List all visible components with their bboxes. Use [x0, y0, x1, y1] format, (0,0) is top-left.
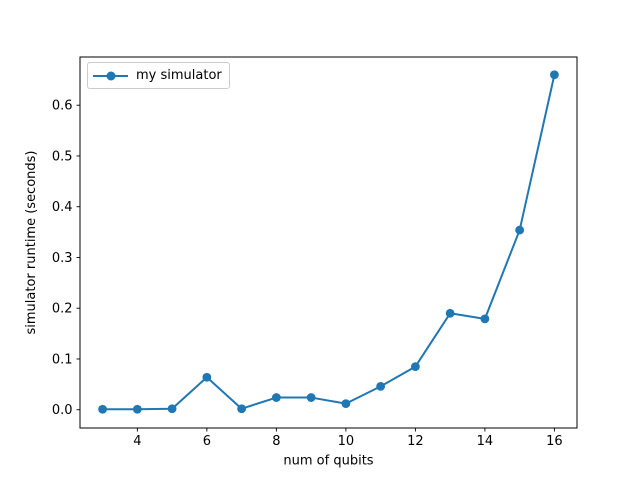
x-tick-label: 8	[272, 434, 280, 449]
y-tick-label: 0.4	[52, 200, 73, 215]
axes-spines	[79, 56, 578, 429]
data-point-marker	[271, 393, 281, 402]
x-axis-label: num of qubits	[283, 454, 373, 469]
x-tick-label: 6	[203, 434, 211, 449]
x-tick-label: 16	[546, 434, 563, 449]
y-tick-label: 0.2	[52, 302, 73, 317]
x-tick-label: 14	[477, 434, 494, 449]
x-tick-label: 10	[338, 434, 355, 449]
x-tick-label: 12	[407, 434, 424, 449]
y-tick-label: 0.1	[52, 352, 73, 367]
legend-marker-icon	[106, 71, 115, 80]
x-tick-label: 4	[133, 434, 141, 449]
data-point-marker	[376, 381, 386, 391]
data-point-marker	[167, 404, 177, 414]
data-point-marker	[306, 393, 316, 402]
data-point-marker	[515, 225, 525, 235]
data-point-marker	[202, 372, 212, 382]
data-point-marker	[410, 362, 420, 371]
legend: my simulator	[87, 62, 230, 89]
y-tick-label: 0.5	[52, 149, 73, 164]
legend-line-sample	[93, 71, 128, 80]
data-point-marker	[445, 308, 455, 318]
data-point-marker	[341, 399, 351, 409]
data-point-marker	[98, 404, 107, 414]
data-point-marker	[550, 70, 559, 80]
y-axis-label: simulator runtime (seconds)	[24, 151, 39, 335]
y-tick-label: 0.0	[52, 403, 73, 418]
data-point-marker	[480, 314, 490, 324]
legend-entry-label: my simulator	[136, 68, 222, 83]
y-tick-label: 0.3	[52, 251, 73, 266]
data-point-marker	[132, 404, 142, 414]
series-line	[101, 73, 556, 411]
y-tick-label: 0.6	[52, 99, 73, 114]
data-point-marker	[237, 404, 247, 414]
